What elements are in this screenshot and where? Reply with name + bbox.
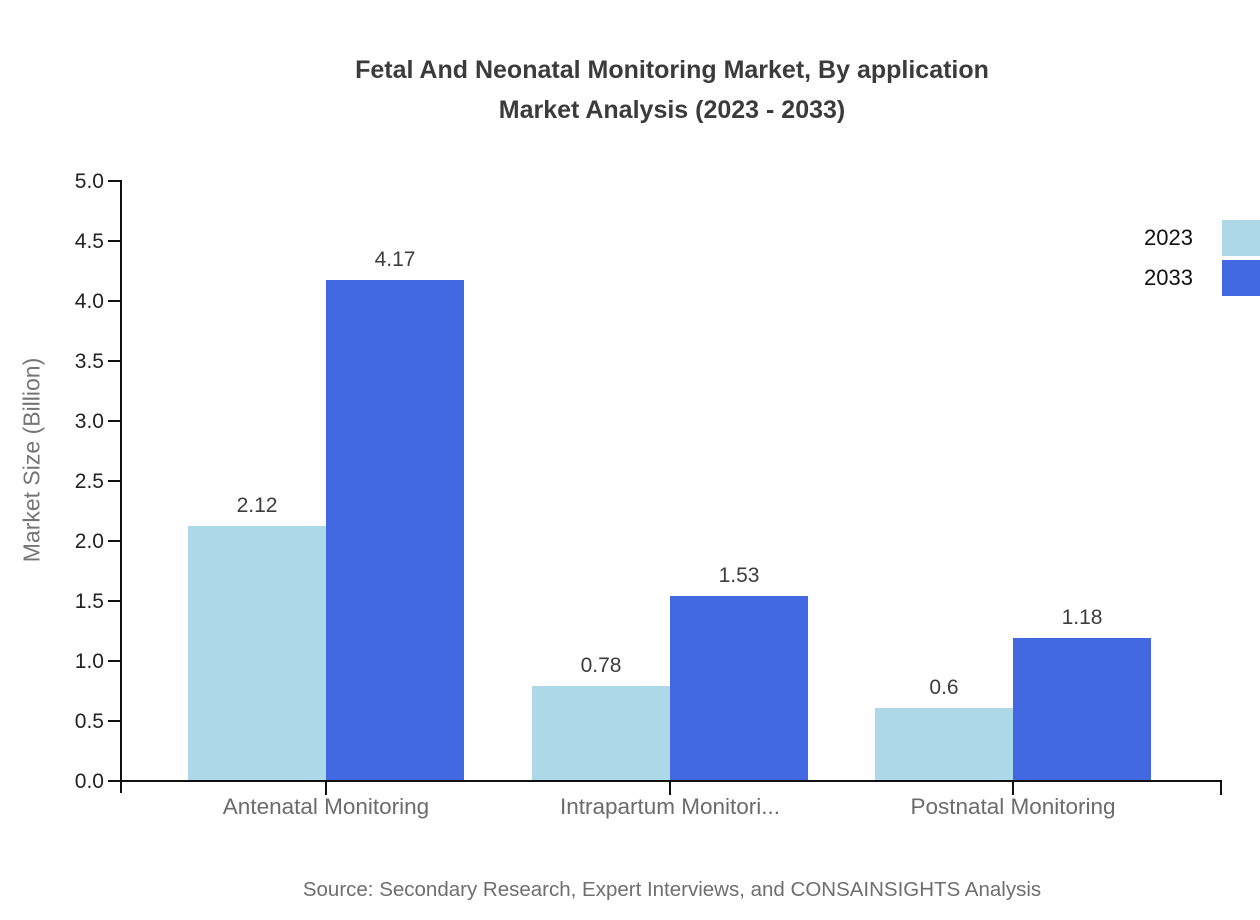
- x-axis-tick: [669, 780, 671, 795]
- bar-2033-3: [1013, 638, 1151, 780]
- source-caption: Source: Secondary Research, Expert Inter…: [302, 878, 1042, 901]
- x-axis-tick: [1012, 780, 1014, 795]
- legend-item-2023: 2023: [1120, 220, 1260, 256]
- x-axis-line: [108, 780, 1222, 782]
- bar-value-label: 2.12: [236, 493, 278, 517]
- y-axis-tick: [108, 300, 122, 302]
- legend: 2023 2033: [1120, 220, 1260, 300]
- y-axis-tick-label: 1.0: [74, 650, 104, 673]
- bar-2023-1: [188, 525, 326, 780]
- y-axis-tick-label: 5.0: [74, 170, 104, 193]
- bar-2033-2: [670, 596, 808, 780]
- y-axis-tick: [108, 180, 122, 182]
- legend-item-2033: 2033: [1120, 260, 1260, 296]
- legend-swatch: [1222, 260, 1260, 296]
- legend-label: 2033: [1144, 265, 1193, 290]
- y-axis-tick-label: 0.5: [74, 710, 104, 733]
- x-axis-tick: [325, 780, 327, 795]
- bar-value-label: 1.53: [718, 564, 760, 588]
- y-axis-tick-label: 2.0: [74, 530, 104, 553]
- y-axis-tick: [108, 540, 122, 542]
- y-axis-tick: [108, 780, 122, 782]
- bar-value-label: 0.78: [580, 654, 622, 678]
- bar-2023-2: [532, 686, 670, 780]
- bar-value-label: 4.17: [374, 247, 416, 271]
- chart-title-line1: Fetal And Neonatal Monitoring Market, By…: [355, 56, 989, 84]
- y-axis-tick-label: 3.5: [74, 350, 104, 373]
- y-axis-tick: [108, 420, 122, 422]
- y-axis-tick-label: 4.0: [74, 290, 104, 313]
- y-axis-tick: [108, 720, 122, 722]
- legend-label: 2023: [1144, 225, 1193, 250]
- y-axis-tick: [108, 600, 122, 602]
- y-axis-line: [120, 180, 122, 793]
- y-axis-tick: [108, 360, 122, 362]
- x-axis-category-label: Postnatal Monitoring: [910, 794, 1116, 819]
- y-axis-tick-label: 1.5: [74, 590, 104, 613]
- bar-2023-3: [875, 708, 1013, 780]
- y-axis-tick: [108, 660, 122, 662]
- y-axis-tick-label: 0.0: [74, 770, 104, 793]
- bar-value-label: 1.18: [1061, 606, 1103, 630]
- chart-title: Fetal And Neonatal Monitoring Market, By…: [122, 50, 1222, 130]
- y-axis-tick-label: 2.5: [74, 470, 104, 493]
- bar-value-label: 0.6: [929, 676, 959, 699]
- legend-swatch: [1222, 220, 1260, 256]
- y-axis-tick: [108, 240, 122, 242]
- y-axis-tick: [108, 480, 122, 482]
- y-axis-tick-label: 3.0: [74, 410, 104, 433]
- y-axis-tick-label: 4.5: [74, 230, 104, 253]
- bar-2033-1: [326, 279, 464, 780]
- x-axis-category-label: Antenatal Monitoring: [222, 794, 430, 819]
- chart-title-line2: Market Analysis (2023 - 2033): [498, 96, 846, 124]
- x-axis-end-tick: [1220, 780, 1222, 795]
- x-axis-category-label: Intrapartum Monitori...: [559, 794, 781, 819]
